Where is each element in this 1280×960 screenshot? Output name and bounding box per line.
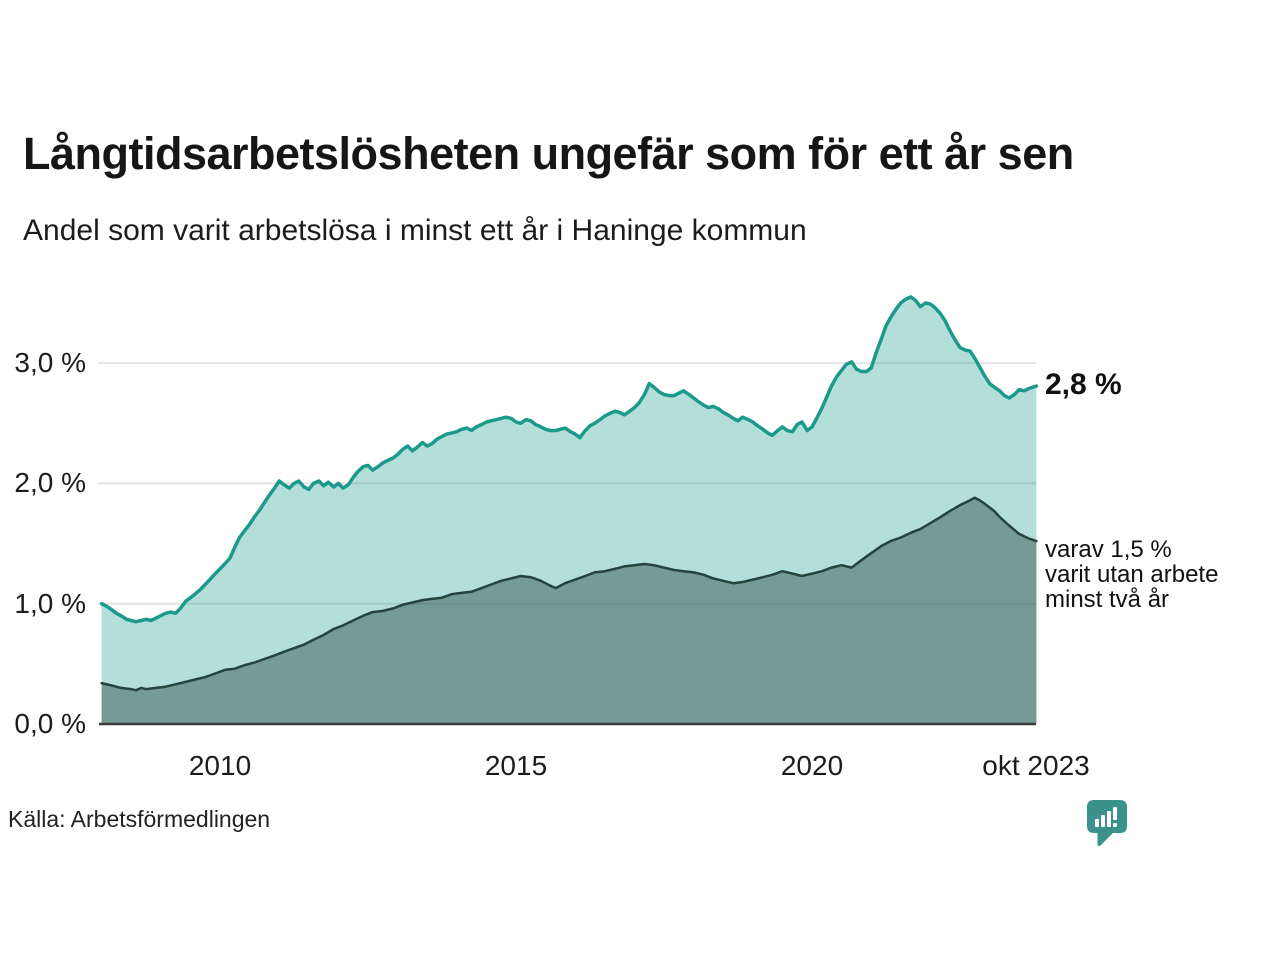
series-area-0: [101, 296, 1037, 724]
source-credit: Källa: Arbetsförmedlingen: [8, 806, 271, 832]
y-axis-label: 0,0 %: [14, 708, 86, 739]
x-axis-label: 2020: [780, 750, 844, 781]
y-axis-label: 1,0 %: [14, 587, 86, 619]
series-line-1: [100, 496, 1038, 692]
annotation-line: varit utan arbete: [1045, 561, 1219, 588]
annotation-line: varav 1,5 %: [1045, 536, 1172, 563]
x-axis-label: 2015: [484, 750, 548, 781]
y-axis-label: 2,0 %: [14, 467, 86, 499]
secondary-series-annotation: varav 1,5 % varit utan arbete minst två …: [1045, 537, 1218, 612]
x-axis-label: 2010: [188, 750, 252, 781]
page-title: Långtidsarbetslösheten ungefär som för e…: [23, 128, 1074, 179]
y-axis-label: 3,0 %: [14, 347, 86, 379]
newsworthy-bar-chart-icon: [1087, 800, 1127, 847]
x-axis-label: okt 2023: [982, 750, 1090, 781]
series-area-1: [101, 497, 1037, 724]
annotation-line: minst två år: [1045, 586, 1170, 613]
series-line-0: [99, 295, 1039, 624]
end-value-annotation: 2,8 %: [1045, 368, 1122, 401]
page-subtitle: Andel som varit arbetslösa i minst ett å…: [23, 214, 807, 247]
